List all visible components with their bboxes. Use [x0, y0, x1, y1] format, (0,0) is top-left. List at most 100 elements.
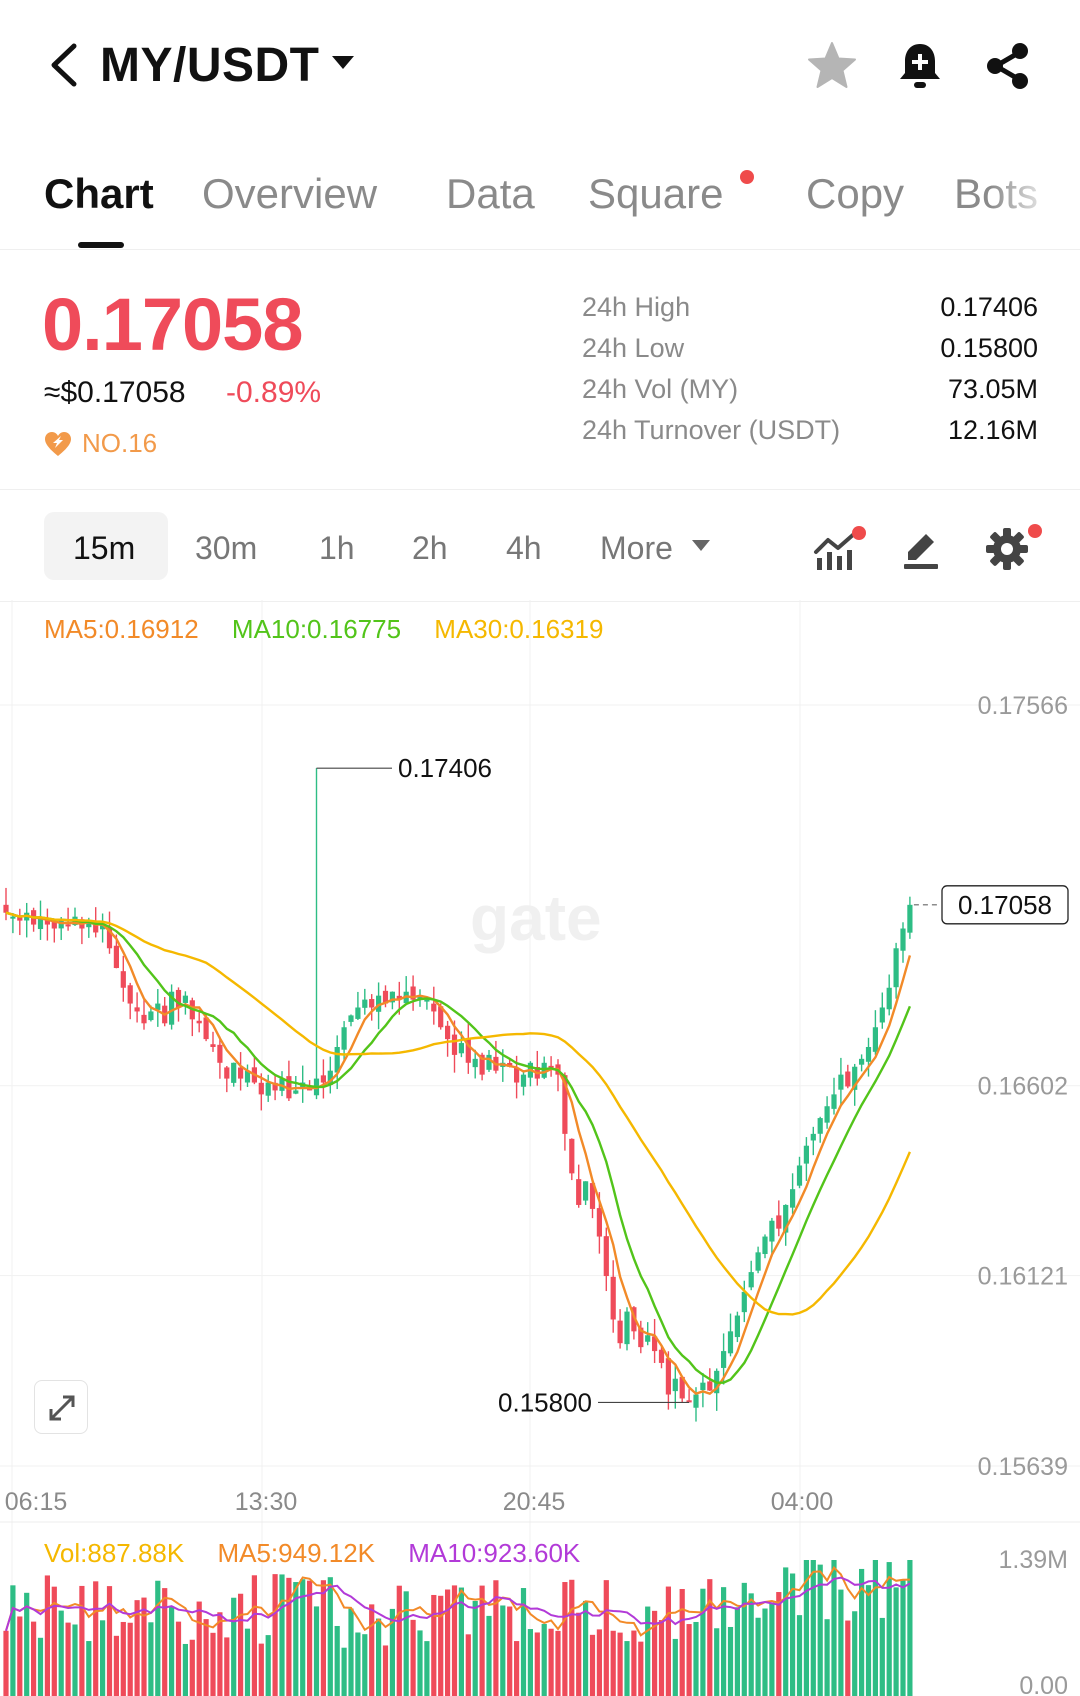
- indicator-badge-dot: [852, 526, 866, 540]
- candle-body: [182, 995, 188, 1003]
- volume-bar: [645, 1606, 651, 1696]
- volume-bar: [838, 1589, 844, 1696]
- chart-grid: [0, 600, 1080, 1696]
- candle-body: [3, 904, 9, 913]
- ma30-value: MA30:0.16319: [434, 614, 604, 644]
- candle-body: [576, 1179, 582, 1205]
- volume-bar: [169, 1606, 175, 1696]
- tab-chart[interactable]: Chart: [44, 170, 154, 217]
- interval-1h[interactable]: 1h: [319, 530, 355, 566]
- interval-more[interactable]: More: [600, 530, 673, 566]
- candle-body: [65, 924, 71, 927]
- candle-body: [672, 1378, 678, 1392]
- candle-body: [886, 987, 892, 1010]
- tab-overview[interactable]: Overview: [202, 170, 378, 217]
- candle-body: [417, 995, 423, 1000]
- share-icon[interactable]: [982, 40, 1034, 92]
- candle-body: [169, 991, 175, 1025]
- interval-15m[interactable]: 15m: [73, 530, 136, 566]
- interval-30m[interactable]: 30m: [195, 530, 258, 566]
- volume-bar: [24, 1592, 30, 1696]
- volume-bar: [196, 1601, 202, 1696]
- stat-value-turnover: 12.16M: [947, 415, 1038, 445]
- price-summary: 0.17058 ≈$0.17058 -0.89% NO.16 24h High …: [0, 252, 1080, 490]
- pair-title[interactable]: MY/USDT: [100, 39, 320, 92]
- fullscreen-button[interactable]: [34, 1380, 88, 1434]
- tab-fade: [990, 150, 1080, 249]
- candle-body: [258, 1082, 264, 1095]
- tab-square[interactable]: Square: [588, 170, 724, 217]
- candle-body: [679, 1376, 685, 1399]
- candle-body: [120, 971, 126, 988]
- candle-body: [155, 1003, 161, 1010]
- x-axis-label: 06:15: [5, 1488, 68, 1516]
- back-arrow-icon[interactable]: [44, 40, 88, 90]
- candle-body: [334, 1046, 340, 1073]
- draw-pen-icon[interactable]: [898, 526, 944, 572]
- volume-bar: [127, 1622, 133, 1696]
- vol-ma10-line: [5, 1576, 911, 1632]
- candle-body: [224, 1067, 230, 1079]
- tab-data[interactable]: Data: [446, 170, 535, 217]
- candle-body: [382, 990, 389, 1004]
- header: MY/USDT: [0, 0, 1080, 130]
- candle-body: [783, 1204, 789, 1233]
- vol-value: Vol:887.88K: [44, 1538, 185, 1568]
- candle-body: [603, 1236, 609, 1277]
- candle-body: [10, 916, 16, 919]
- candle-body: [93, 923, 99, 933]
- bell-plus-icon[interactable]: [894, 40, 946, 92]
- candle-body: [362, 999, 368, 1008]
- candle-body: [272, 1082, 278, 1091]
- candle-body: [286, 1076, 292, 1099]
- settings-gear-icon[interactable]: [984, 526, 1030, 572]
- volume-bar: [776, 1592, 782, 1696]
- caret-down-icon[interactable]: [332, 56, 354, 70]
- candle-body: [569, 1138, 575, 1174]
- candle-body: [907, 904, 913, 933]
- candle-body: [658, 1349, 665, 1363]
- volume-bar: [810, 1560, 816, 1696]
- volume-bar: [93, 1581, 99, 1696]
- candle-body: [838, 1074, 844, 1090]
- volume-bar: [762, 1608, 768, 1696]
- rank-badge[interactable]: NO.16: [44, 428, 157, 459]
- interval-4h[interactable]: 4h: [506, 530, 542, 566]
- volume-bar: [148, 1622, 154, 1696]
- interval-2h[interactable]: 2h: [412, 530, 448, 566]
- candle-body: [376, 995, 382, 1012]
- indicator-icon[interactable]: [812, 526, 858, 572]
- star-icon[interactable]: [806, 40, 858, 92]
- volume-bar: [72, 1624, 78, 1696]
- volume-bar: [217, 1612, 223, 1696]
- volume-bar: [624, 1641, 630, 1696]
- y-axis-label: 0.16121: [978, 1263, 1068, 1291]
- volume-bar: [348, 1608, 354, 1696]
- stat-label-high: 24h High: [582, 292, 691, 322]
- candle-body: [652, 1336, 658, 1352]
- volume-bar: [576, 1612, 582, 1696]
- candle-body: [348, 1015, 354, 1022]
- candle-body: [817, 1118, 823, 1134]
- candle-body: [175, 989, 182, 1008]
- more-caret-icon[interactable]: [692, 540, 710, 552]
- volume-bar: [603, 1580, 609, 1696]
- volume-bar: [803, 1560, 809, 1696]
- tab-copy[interactable]: Copy: [806, 170, 905, 217]
- tab-bar: Chart Overview Data Square Copy Bots: [0, 150, 1080, 250]
- vol-ma5-value: MA5:949.12K: [217, 1538, 376, 1568]
- candle-body: [293, 1090, 299, 1094]
- interval-bar: 15m 30m 1h 2h 4h More: [0, 492, 1080, 602]
- volume-bar: [279, 1574, 285, 1696]
- kline-chart[interactable]: gate 0.17406 0.15800 0.17058 0.17566 0.1660…: [0, 600, 1080, 1696]
- candle-body: [700, 1382, 706, 1391]
- volume-bar: [451, 1585, 458, 1696]
- volume-bar: [886, 1562, 892, 1696]
- square-badge-dot: [740, 170, 754, 184]
- volume-bar: [548, 1628, 554, 1696]
- candle-body: [217, 1044, 223, 1063]
- candles: [3, 768, 913, 1422]
- volume-bar: [189, 1639, 195, 1696]
- candle-body: [596, 1208, 602, 1237]
- price-change: -0.89%: [226, 376, 322, 409]
